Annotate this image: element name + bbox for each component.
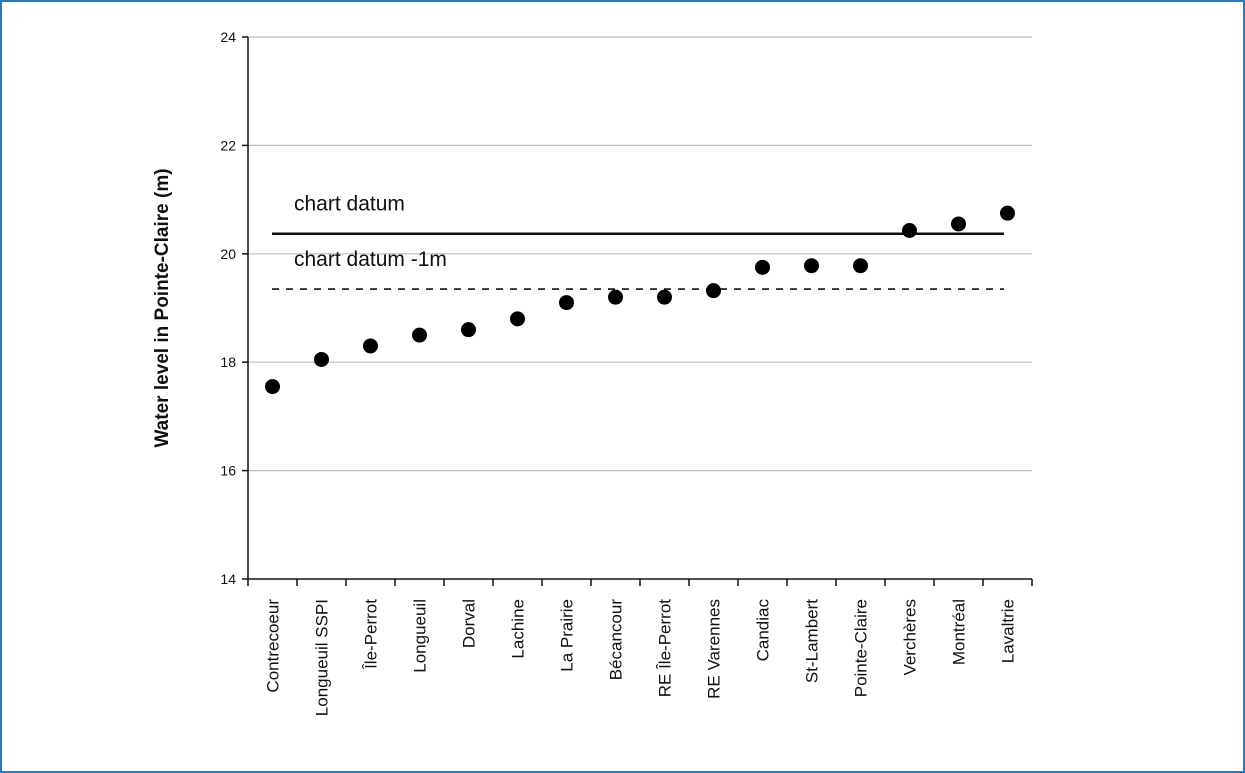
x-category-label: La Prairie <box>558 599 577 672</box>
x-category-label: Lavaltrie <box>999 599 1018 663</box>
data-point <box>755 259 770 275</box>
x-category-label: RE Varennes <box>705 599 724 699</box>
data-point <box>461 322 476 338</box>
y-tick-label: 24 <box>220 29 236 45</box>
x-category-label: Île-Perrot <box>362 599 381 670</box>
y-tick-label: 22 <box>220 137 236 153</box>
y-tick-labels: 14 16 18 20 22 24 <box>220 29 248 587</box>
y-tick-label: 16 <box>220 463 236 479</box>
data-point <box>902 222 917 238</box>
y-tick-label: 20 <box>220 246 236 262</box>
data-point <box>559 295 574 311</box>
data-point <box>657 289 672 305</box>
data-point <box>706 283 721 299</box>
x-category-label: Verchères <box>901 599 920 676</box>
data-point <box>412 327 427 343</box>
x-category-label: Montréal <box>950 599 969 665</box>
data-point <box>1000 205 1015 221</box>
x-category-label: Pointe-Claire <box>852 599 871 697</box>
reference-lines: chart datum chart datum -1m <box>272 193 1004 290</box>
x-category-label: Contrecoeur <box>264 599 283 693</box>
y-tick-label: 14 <box>220 571 236 587</box>
data-points <box>265 205 1015 395</box>
data-point <box>608 289 623 305</box>
data-point <box>804 258 819 274</box>
x-category-label: St-Lambert <box>803 599 822 683</box>
data-point <box>853 258 868 274</box>
gridlines <box>248 36 1032 472</box>
x-category-label: RE Île-Perrot <box>656 599 675 698</box>
x-category-label: Candiac <box>754 599 773 662</box>
x-category-label: Lachine <box>509 599 528 659</box>
axes <box>247 37 1032 580</box>
data-point <box>265 379 280 395</box>
x-category-label: Longueuil <box>411 599 430 673</box>
x-category-label: Bécancour <box>607 599 626 681</box>
y-tick-label: 18 <box>220 354 236 370</box>
chart-datum-minus-1m-label: chart datum -1m <box>294 248 447 271</box>
chart-datum-label: chart datum <box>294 193 405 216</box>
y-axis-title: Water level in Pointe-Claire (m) <box>152 168 173 447</box>
x-category-label: Longueuil SSPI <box>313 599 332 716</box>
x-category-label: Dorval <box>460 599 479 648</box>
x-tick-labels: Contrecoeur Longueuil SSPI Île-Perrot Longu… <box>247 579 1033 716</box>
data-point <box>951 216 966 232</box>
data-point <box>510 311 525 327</box>
data-point <box>363 338 378 354</box>
data-point <box>314 351 329 367</box>
